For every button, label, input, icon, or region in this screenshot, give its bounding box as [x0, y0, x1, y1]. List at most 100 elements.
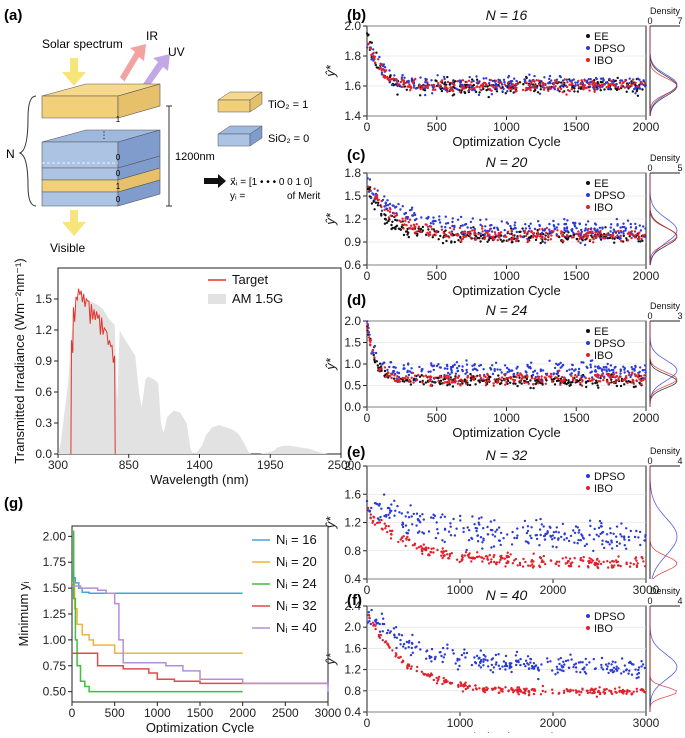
scatter-point: [522, 557, 525, 561]
scatter-point: [443, 83, 446, 86]
scatter-point: [417, 86, 421, 89]
scatter-point: [513, 221, 517, 224]
scatter-point: [370, 608, 373, 612]
scatter-point: [600, 522, 603, 525]
scatter-point: [487, 665, 490, 668]
scatter-point: [402, 645, 405, 648]
scatter-point: [523, 687, 526, 691]
y-tick-label: 0.6: [344, 258, 361, 272]
scatter-point: [641, 88, 644, 91]
scatter-point: [591, 559, 595, 562]
scatter-point: [536, 91, 540, 94]
density-curve: [649, 606, 678, 713]
scatter-point: [430, 362, 433, 365]
scatter-point: [555, 78, 559, 81]
scatter-point: [545, 374, 548, 377]
scatter-point: [622, 691, 625, 694]
scatter-point: [511, 530, 514, 534]
scatter-point: [619, 564, 622, 568]
scatter-point: [412, 381, 415, 384]
scatter-point: [441, 646, 445, 650]
scatter-point: [422, 518, 425, 521]
scatter-point: [456, 369, 459, 373]
scatter-point: [416, 517, 420, 521]
scatter-point: [561, 379, 564, 382]
scatter-point: [632, 385, 636, 389]
scatter-point: [566, 659, 570, 662]
scatter-point: [410, 665, 413, 668]
scatter-point: [383, 522, 386, 525]
scatter-point: [574, 373, 577, 377]
scatter-point: [630, 84, 633, 88]
scatter-point: [518, 563, 522, 567]
scatter-point: [588, 661, 591, 664]
density-curve: [649, 321, 678, 408]
scatter-point: [577, 661, 581, 664]
x-tick-label: 3000: [315, 706, 342, 720]
scatter-point: [590, 227, 593, 230]
scatter-point: [550, 230, 553, 233]
scatter-point: [407, 641, 411, 644]
scatter-point: [619, 226, 622, 229]
scatter-point: [626, 690, 629, 694]
scatter-point: [479, 536, 483, 539]
scatter-point: [491, 372, 495, 376]
legend-label: IBO: [594, 55, 613, 67]
scatter-point: [620, 84, 623, 87]
scatter-point: [430, 660, 433, 663]
scatter-point: [393, 379, 397, 383]
scatter-point: [476, 551, 479, 554]
legend-label: DPSO: [594, 611, 626, 623]
scatter-point: [493, 369, 496, 373]
scatter-point: [609, 234, 613, 237]
scatter-point: [439, 516, 443, 519]
scatter-point: [389, 537, 393, 540]
scatter-point: [409, 667, 412, 670]
scatter-point: [558, 668, 562, 671]
scatter-point: [458, 226, 462, 230]
scatter-point: [594, 82, 598, 85]
scatter-point: [543, 86, 546, 89]
scatter-point: [518, 230, 521, 234]
scatter-point: [468, 233, 472, 237]
scatter-point: [441, 660, 444, 664]
scatter-point: [615, 374, 618, 378]
scatter-point: [399, 643, 402, 646]
scatter-point: [552, 531, 556, 534]
scatter-point: [472, 226, 475, 229]
scatter-point: [402, 233, 406, 237]
scatter-point: [539, 241, 542, 245]
scatter-point: [593, 79, 596, 82]
scatter-point: [398, 380, 401, 383]
scatter-point: [465, 80, 468, 84]
scatter-point: [510, 238, 513, 241]
scatter-point: [486, 374, 490, 377]
scatter-point: [493, 535, 497, 538]
scatter-point: [526, 655, 530, 658]
scatter-point: [429, 225, 433, 228]
scatter-point: [491, 671, 495, 674]
scatter-point: [418, 515, 422, 518]
scatter-point: [572, 665, 575, 669]
scatter-point: [595, 695, 599, 698]
x-tick-label: 1000: [493, 411, 520, 425]
scatter-point: [408, 83, 411, 86]
scatter-point: [463, 554, 467, 557]
thickness-label: 1200nm: [175, 151, 215, 163]
scatter-point: [456, 366, 459, 370]
scatter-point: [516, 564, 519, 567]
scatter-point: [643, 690, 647, 694]
scatter-point: [584, 376, 587, 380]
scatter-point: [493, 231, 497, 234]
scatter-point: [446, 381, 449, 384]
legend-marker: [586, 181, 590, 185]
scatter-point: [395, 636, 399, 639]
scatter-point: [594, 365, 597, 368]
scatter-point: [461, 365, 464, 368]
scatter-point: [612, 375, 615, 378]
scatter-point: [612, 228, 615, 231]
scatter-point: [605, 86, 608, 89]
scatter-point: [404, 217, 407, 220]
scatter-point: [564, 562, 567, 565]
scatter-point: [461, 79, 465, 82]
